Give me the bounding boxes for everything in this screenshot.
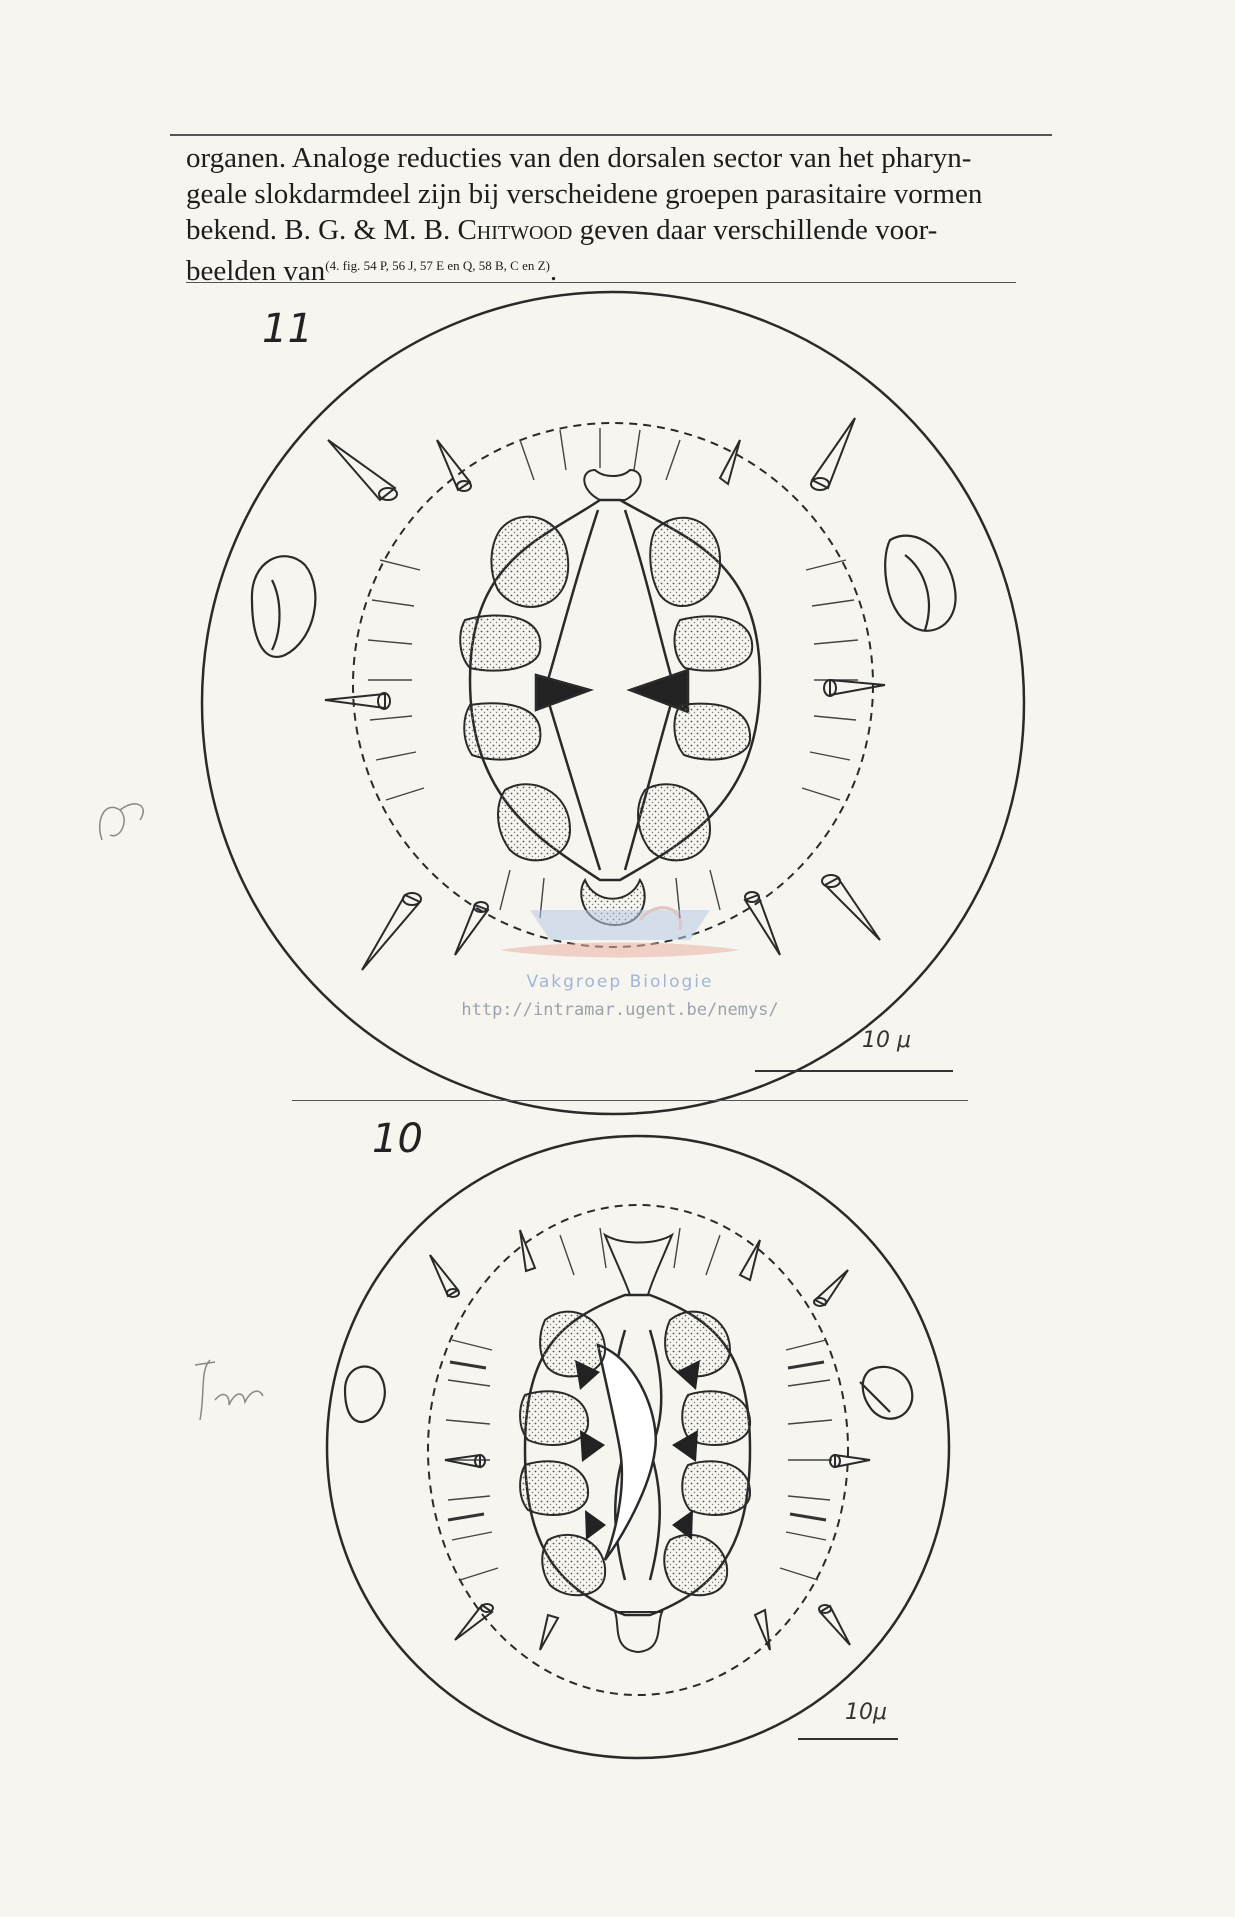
handwritten-mark-1 bbox=[99, 803, 144, 841]
watermark: Vakgroep Biologie http://intramar.ugent.… bbox=[440, 880, 800, 1020]
figure-10-scale-label: 10μ bbox=[845, 1700, 887, 1725]
text-line-3: bekend. B. G. & M. B. Chitwood geven daa… bbox=[186, 214, 938, 246]
body-text: organen. Analoge reducties van den dorsa… bbox=[186, 140, 1046, 289]
text-line-2: geale slokdarmdeel zijn bij verscheidene… bbox=[186, 178, 983, 210]
text-line-1: organen. Analoge reducties van den dorsa… bbox=[186, 142, 972, 174]
figure-10-number: 10 bbox=[372, 1116, 423, 1162]
watermark-url: http://intramar.ugent.be/nemys/ bbox=[461, 1000, 779, 1020]
fig11-outer-circle bbox=[200, 290, 1026, 1116]
header-rule-bottom bbox=[186, 282, 1016, 283]
text-line-4: beelden van(4. fig. 54 P, 56 J, 57 E en … bbox=[186, 255, 558, 287]
figure-10-scale-bar bbox=[798, 1738, 898, 1740]
figure-11-scale-bar bbox=[755, 1070, 953, 1072]
handwritten-mark-2 bbox=[194, 1359, 264, 1421]
figure-separator-rule bbox=[292, 1100, 968, 1101]
reference-superscript: (4. fig. 54 P, 56 J, 57 E en Q, 58 B, C … bbox=[325, 258, 550, 273]
figure-11-scale-label: 10 μ bbox=[862, 1028, 911, 1053]
header-rule-top bbox=[170, 134, 1052, 136]
author-name: Chitwood bbox=[457, 214, 573, 246]
watermark-label: Vakgroep Biologie bbox=[526, 972, 714, 992]
fig10-outer-circle bbox=[325, 1134, 951, 1760]
figure-11-number: 11 bbox=[262, 306, 313, 352]
watermark-logo-icon bbox=[500, 906, 740, 958]
